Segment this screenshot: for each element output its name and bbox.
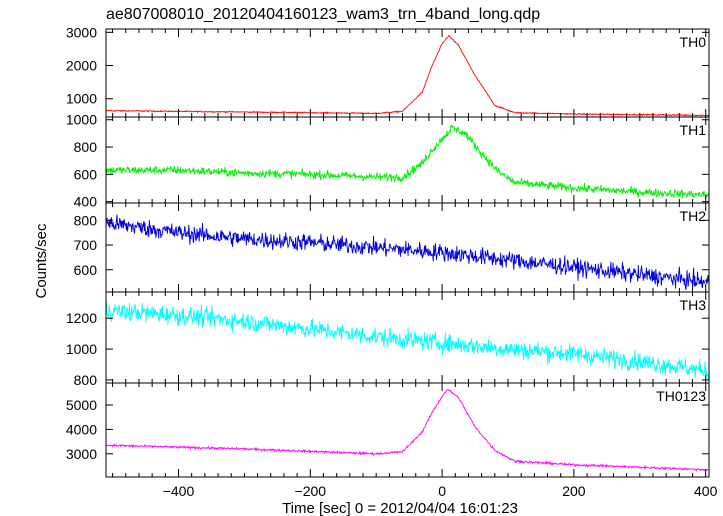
y-tick-label: 3000: [66, 446, 97, 462]
y-tick-label: 400: [74, 194, 98, 210]
x-tick-label: 200: [562, 483, 586, 499]
series-line-th3: [106, 301, 709, 381]
y-tick-label: 2000: [66, 58, 97, 74]
y-axis-label: Counts/sec: [33, 223, 50, 299]
panel-frame: [105, 28, 710, 118]
panel-th0: 1000 2000 3000 TH0: [66, 24, 710, 118]
y-tick-label: 5000: [66, 397, 97, 413]
y-tick-label: 1200: [66, 310, 97, 326]
y-tick-label: 600: [74, 166, 98, 182]
panel-th3: 800 1000 1200 TH3: [66, 291, 710, 388]
chart-panels: 100020003000TH04006008001000TH1600700800…: [66, 24, 718, 499]
y-tick-label: 700: [74, 237, 98, 253]
panel-th2: 600 700 800 TH2: [74, 202, 710, 293]
series-line-th2: [106, 214, 709, 290]
x-tick-label: −400: [163, 483, 195, 499]
panel-th1: 400 600 800 1000 TH1: [66, 112, 710, 210]
panel-label: TH0123: [656, 388, 706, 404]
y-tick-label: 1000: [66, 91, 97, 107]
y-tick-label: 800: [74, 212, 98, 228]
y-tick-label: 3000: [66, 24, 97, 40]
y-tick-label: 600: [74, 262, 98, 278]
series-line-th0: [106, 35, 709, 117]
x-tick-label: −200: [295, 483, 327, 499]
y-tick-label: 1000: [66, 112, 97, 128]
series-line-th1: [106, 123, 709, 199]
y-tick-label: 1000: [66, 341, 97, 357]
x-tick-label: 400: [694, 483, 718, 499]
y-tick-label: 4000: [66, 421, 97, 437]
x-axis-label: Time [sec] 0 = 2012/04/04 16:01:23: [282, 500, 518, 516]
panel-th0123: 3000 4000 5000 TH0123: [66, 382, 710, 478]
y-tick-label: 800: [74, 139, 98, 155]
panel-label: TH1: [680, 122, 707, 138]
x-tick-label: 0: [438, 483, 446, 499]
series-line-th0123: [106, 388, 709, 472]
panel-label: TH3: [680, 297, 707, 313]
y-tick-label: 800: [74, 372, 98, 388]
panel-label: TH0: [680, 34, 707, 50]
panel-frame: [105, 382, 710, 478]
panel-label: TH2: [680, 208, 707, 224]
chart-title: ae807008010_20120404160123_wam3_trn_4ban…: [106, 6, 540, 23]
